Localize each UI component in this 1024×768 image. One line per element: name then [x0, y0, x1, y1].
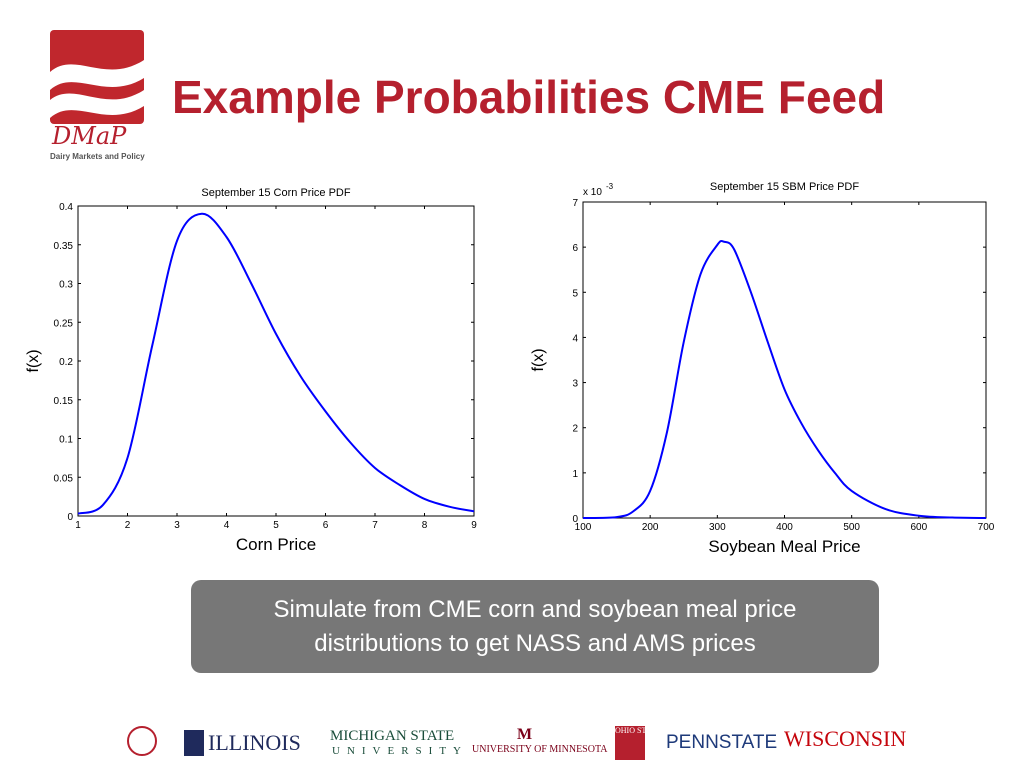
minnesota-logo: UNIVERSITY OF MINNESOTA: [472, 744, 608, 755]
x-tick-label: 500: [843, 522, 860, 533]
msu-logo-sub: UNIVERSITY: [332, 745, 468, 757]
minnesota-m-icon: M: [517, 726, 533, 743]
y-tick-label: 4: [572, 333, 578, 344]
x-tick-label: 6: [323, 520, 329, 531]
x-tick-label: 3: [174, 520, 180, 531]
chart-title: September 15 SBM Price PDF: [710, 181, 859, 193]
y-tick-label: 0.15: [54, 396, 74, 407]
wisconsin-logo: WISCONSIN: [784, 726, 907, 751]
logo-subtitle: Dairy Markets and Policy: [50, 152, 145, 161]
x-tick-label: 9: [471, 520, 477, 531]
y-tick-label: 0: [572, 514, 578, 525]
y-tick-label: 0.1: [59, 435, 73, 446]
x-tick-label: 4: [224, 520, 230, 531]
y-tick-label: 6: [572, 243, 578, 254]
y-tick-label: 2: [572, 424, 578, 435]
y-tick-label: 0.05: [54, 473, 74, 484]
corn-chart: 1 2 3 4 5 6 7 8 9 0 0.05 0.1 0.15 0.2 0.25 0.3 0.35 0.4 Se…: [25, 187, 477, 554]
illinois-logo: ILLINOIS: [208, 730, 301, 755]
y-multiplier: x 10: [583, 187, 602, 198]
logo-text: DMaP: [52, 122, 127, 150]
cornell-seal-logo: [127, 726, 157, 756]
x-axis-label: Corn Price: [236, 535, 316, 554]
pdf-curve: [77, 212, 475, 515]
banner-line-2: distributions to get NASS and AMS prices: [314, 629, 756, 657]
y-axis-label: f(x): [25, 349, 42, 372]
y-tick-label: 0.2: [59, 357, 73, 368]
y-tick-label: 0: [67, 512, 73, 523]
msu-logo: MICHIGAN STATE: [330, 728, 455, 744]
y-tick-label: 0.3: [59, 280, 73, 291]
pennstate-logo: PENNSTATE: [666, 732, 778, 753]
x-tick-label: 700: [978, 522, 995, 533]
plot-area: [77, 205, 475, 517]
pdf-curve: [582, 239, 987, 519]
y-tick-label: 0.35: [54, 241, 74, 252]
y-tick-label: 3: [572, 379, 578, 390]
x-tick-label: 100: [575, 522, 592, 533]
page-title: Example Probabilities CME Feed: [172, 71, 886, 123]
banner-line-1: Simulate from CME corn and soybean meal …: [273, 595, 797, 623]
chart-title: September 15 Corn Price PDF: [201, 187, 350, 199]
x-tick-label: 400: [776, 522, 793, 533]
x-axis-label: Soybean Meal Price: [708, 537, 860, 556]
x-tick-label: 600: [910, 522, 927, 533]
y-tick-label: 5: [572, 288, 578, 299]
x-tick-label: 2: [125, 520, 131, 531]
sbm-chart: 100 200 300 400 500 600 700 0 1 2 3 4 5 6 7 September 1…: [530, 181, 995, 556]
y-tick-label: 0.25: [54, 318, 74, 329]
y-tick-label: 7: [572, 198, 578, 209]
y-tick-label: 0.4: [59, 202, 73, 213]
x-tick-label: 300: [709, 522, 726, 533]
x-tick-label: 5: [273, 520, 279, 531]
illinois-i-icon: [184, 730, 204, 756]
charts: 1 2 3 4 5 6 7 8 9 0 0.05 0.1 0.15 0.2 0.25 0.3 0.35 0.4 Se…: [25, 181, 995, 556]
y-tick-label: 1: [572, 469, 578, 480]
y-multiplier-exponent: -3: [606, 182, 614, 191]
dmap-logo: [50, 30, 144, 124]
plot-area: [582, 201, 987, 519]
x-tick-label: 200: [642, 522, 659, 533]
x-tick-label: 1: [75, 520, 81, 531]
ohio-state-logo: OHIO STATE: [615, 726, 660, 760]
summary-banner: Simulate from CME corn and soybean meal …: [191, 580, 879, 673]
x-tick-label: 7: [372, 520, 378, 531]
x-tick-label: 8: [422, 520, 428, 531]
y-axis-label: f(x): [530, 348, 547, 371]
